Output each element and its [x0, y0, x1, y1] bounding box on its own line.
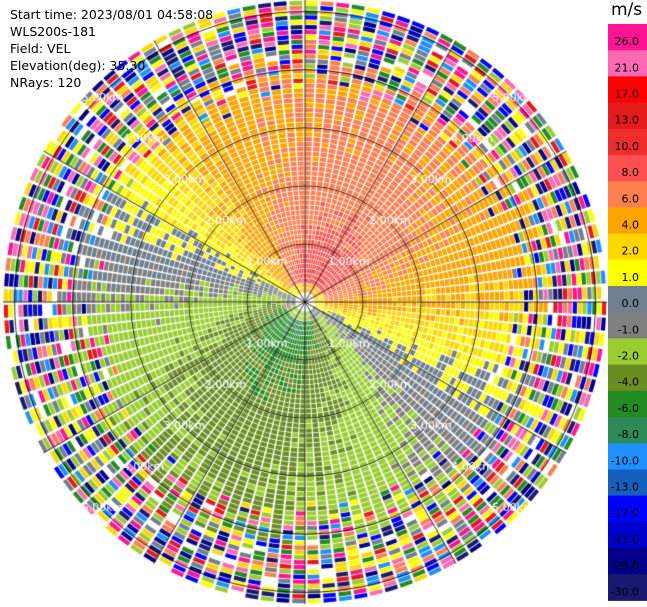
elevation-text: Elevation(deg): 35.30 — [10, 58, 146, 73]
colorbar-tick-label: -10.0 — [611, 454, 639, 467]
colorbar-tick-label: 2.0 — [622, 245, 640, 258]
nrays-text: NRays: 120 — [10, 75, 82, 90]
colorbar-tick-label: 13.0 — [615, 114, 640, 127]
colorbar-swatch — [608, 417, 647, 444]
colorbar-tick-label: -30.0 — [611, 585, 639, 598]
scan-info: Start time: 2023/08/01 04:58:08 WLS200s-… — [10, 6, 213, 91]
colorbar-tick-label: 26.0 — [615, 35, 640, 48]
field-text: Field: VEL — [10, 41, 71, 56]
colorbar-swatch — [608, 259, 647, 287]
colorbar-tick-label: 4.0 — [622, 219, 640, 232]
colorbar-tick-label: -4.0 — [618, 376, 639, 389]
colorbar-swatch — [608, 548, 647, 575]
colorbar-unit: m/s — [611, 0, 643, 20]
colorbar-tick-label: 21.0 — [615, 61, 640, 74]
colorbar-swatch — [608, 102, 647, 130]
colorbar-tick-label: -17.0 — [611, 507, 639, 520]
colorbar-tick-label: 17.0 — [615, 88, 640, 101]
colorbar-tick-label: -8.0 — [618, 428, 639, 441]
colorbar-swatch — [608, 128, 647, 156]
colorbar-swatch — [608, 574, 647, 601]
colorbar-tick-label: -21.0 — [611, 533, 639, 546]
colorbar-tick-label: -13.0 — [611, 481, 639, 494]
colorbar-swatch — [608, 155, 647, 182]
colorbar-swatch — [608, 521, 647, 549]
colorbar-swatch — [608, 338, 647, 366]
colorbar-tick-label: 8.0 — [622, 166, 640, 179]
colorbar-tick-label: 1.0 — [622, 271, 640, 284]
colorbar-swatch — [608, 207, 647, 235]
colorbar-swatch — [608, 495, 647, 523]
colorbar-swatch — [608, 286, 647, 313]
colorbar-swatch — [608, 312, 647, 339]
colorbar-tick-label: 6.0 — [622, 192, 640, 205]
instrument-text: WLS200s-181 — [10, 24, 96, 39]
colorbar: 26.0 21.0 17.0 13.0 10.0 8.0 6.0 4.0 2.0 1.0 0.0 -1… — [608, 24, 647, 601]
colorbar-tick-label: -2.0 — [618, 350, 639, 363]
colorbar-swatch — [608, 390, 647, 418]
colorbar-tick-label: -1.0 — [618, 323, 639, 336]
colorbar-swatch — [608, 443, 647, 470]
colorbar-tick-label: 0.0 — [622, 297, 640, 310]
start-time-text: Start time: 2023/08/01 04:58:08 — [10, 7, 214, 22]
colorbar-swatch — [608, 181, 647, 208]
colorbar-swatch — [608, 24, 647, 51]
colorbar-swatch — [608, 76, 647, 104]
colorbar-tick-label: -6.0 — [618, 402, 639, 415]
colorbar-swatch — [608, 469, 647, 497]
colorbar-tick-label: 10.0 — [615, 140, 640, 153]
colorbar-swatch — [608, 233, 647, 261]
colorbar-swatch — [608, 50, 647, 77]
colorbar-swatch — [608, 364, 647, 392]
colorbar-tick-label: -26.0 — [611, 559, 639, 572]
